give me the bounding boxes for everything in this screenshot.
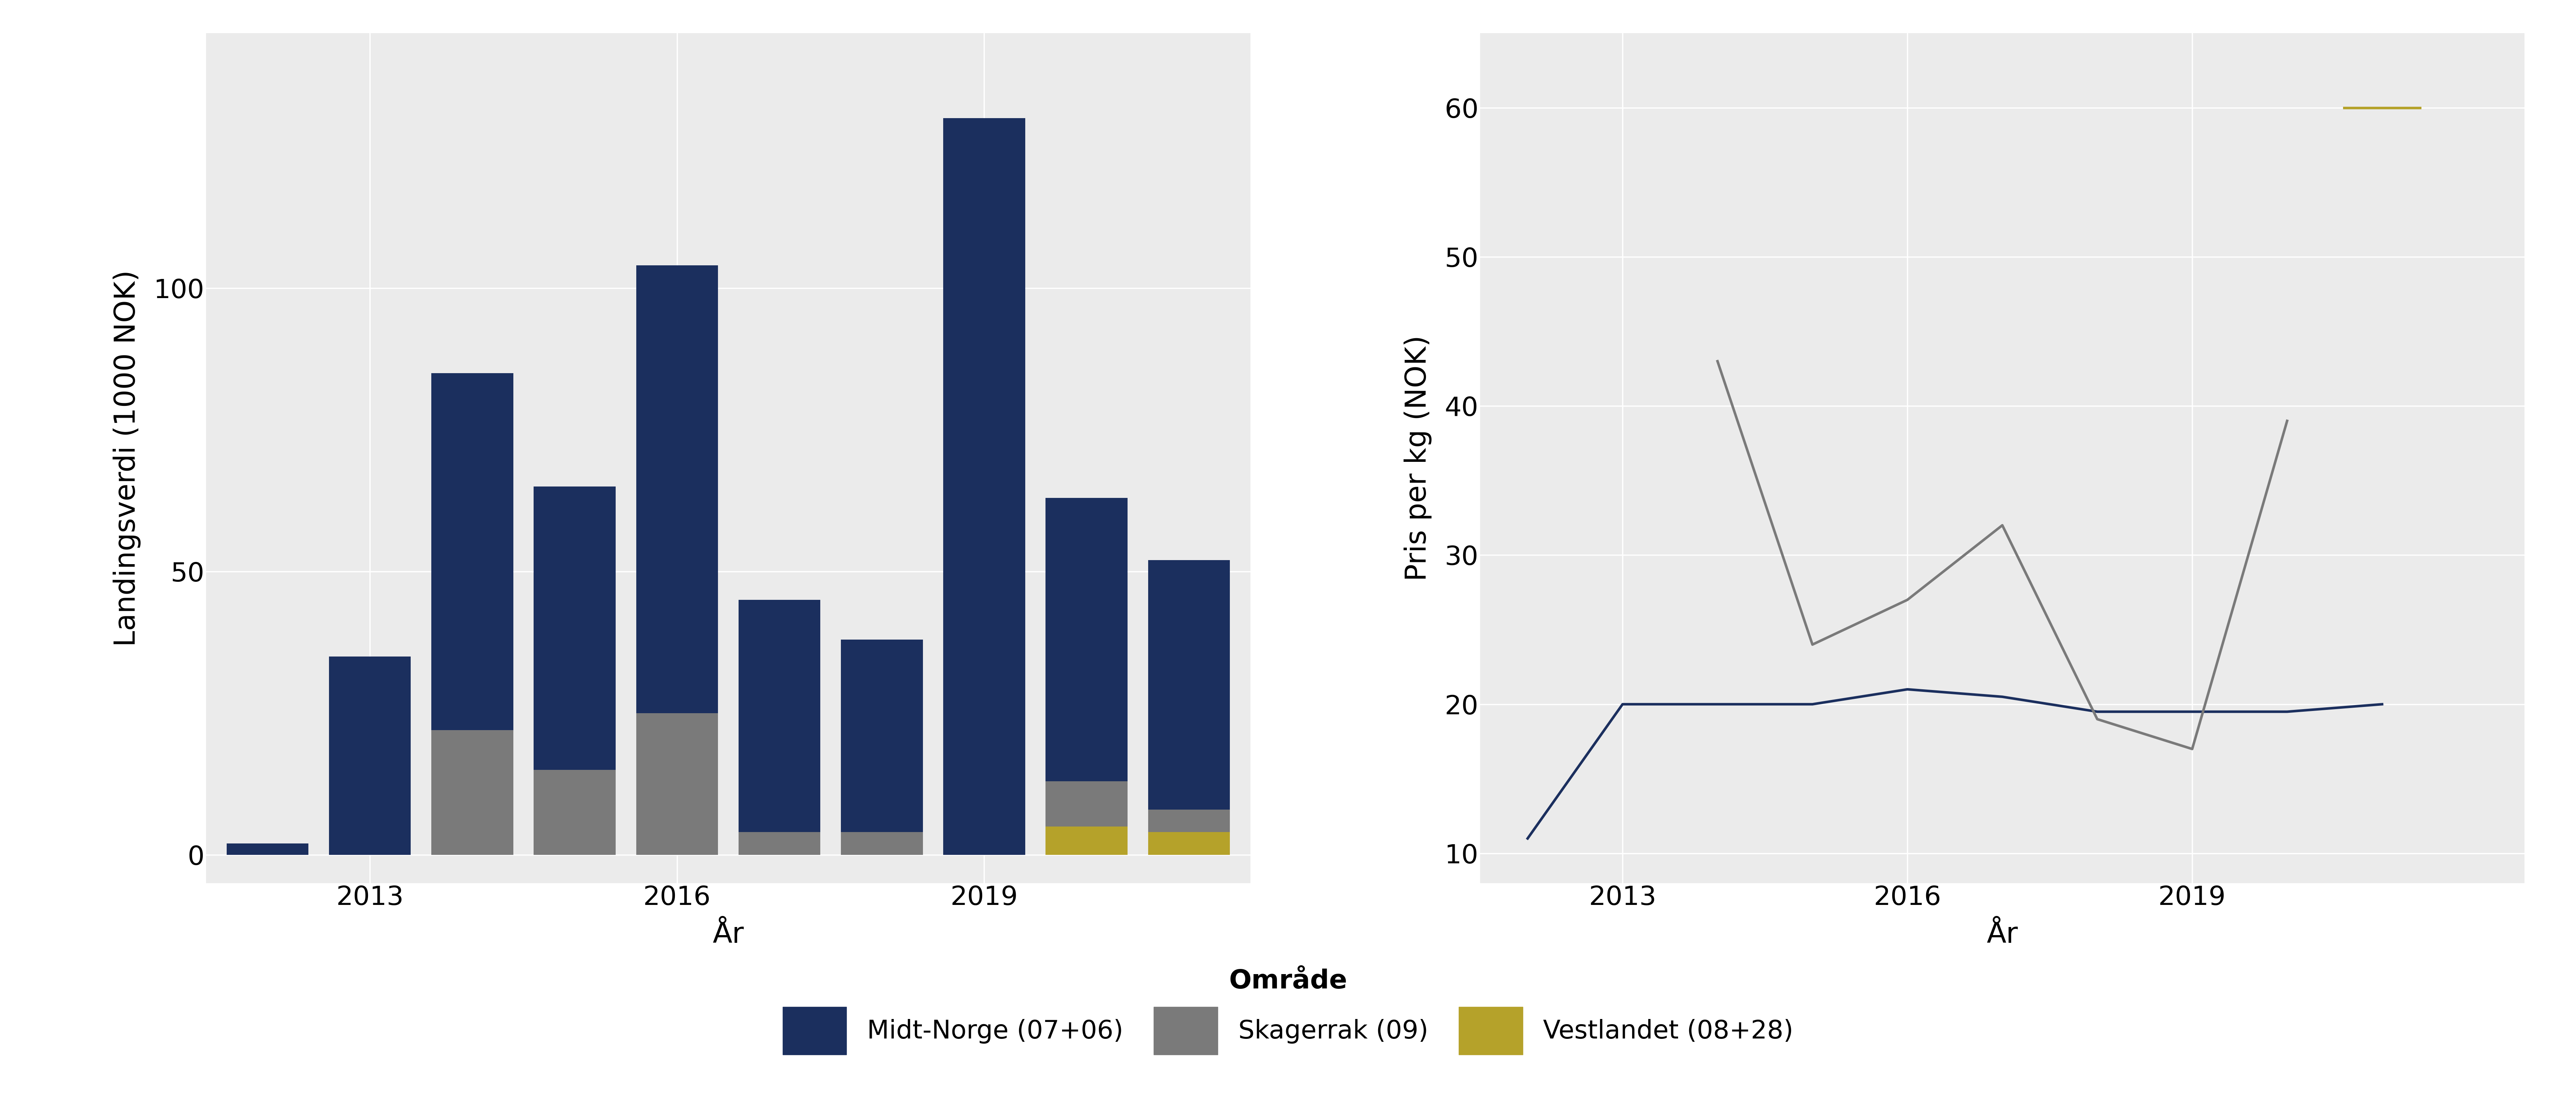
Y-axis label: Landingsverdi (1000 NOK): Landingsverdi (1000 NOK) (113, 269, 142, 647)
Bar (739, 599, 819, 832)
Bar (1046, 498, 1128, 782)
Bar (840, 832, 922, 854)
X-axis label: År: År (1986, 921, 2017, 948)
Bar (1149, 560, 1229, 809)
Bar (1149, 809, 1229, 832)
Bar (430, 373, 513, 730)
Bar (430, 730, 513, 854)
Bar (943, 118, 1025, 854)
Bar (636, 265, 719, 713)
Bar (533, 769, 616, 854)
Y-axis label: Pris per kg (NOK): Pris per kg (NOK) (1404, 336, 1432, 581)
Bar (533, 487, 616, 769)
Bar (1149, 832, 1229, 854)
Legend: Midt-Norge (07+06), Skagerrak (09), Vestlandet (08+28): Midt-Norge (07+06), Skagerrak (09), Vest… (757, 943, 1819, 1080)
Bar (1046, 782, 1128, 827)
Bar (636, 713, 719, 854)
Bar (227, 843, 309, 854)
Bar (330, 657, 410, 854)
X-axis label: År: År (714, 921, 744, 948)
Bar (1046, 827, 1128, 854)
Bar (840, 639, 922, 832)
Bar (739, 832, 819, 854)
